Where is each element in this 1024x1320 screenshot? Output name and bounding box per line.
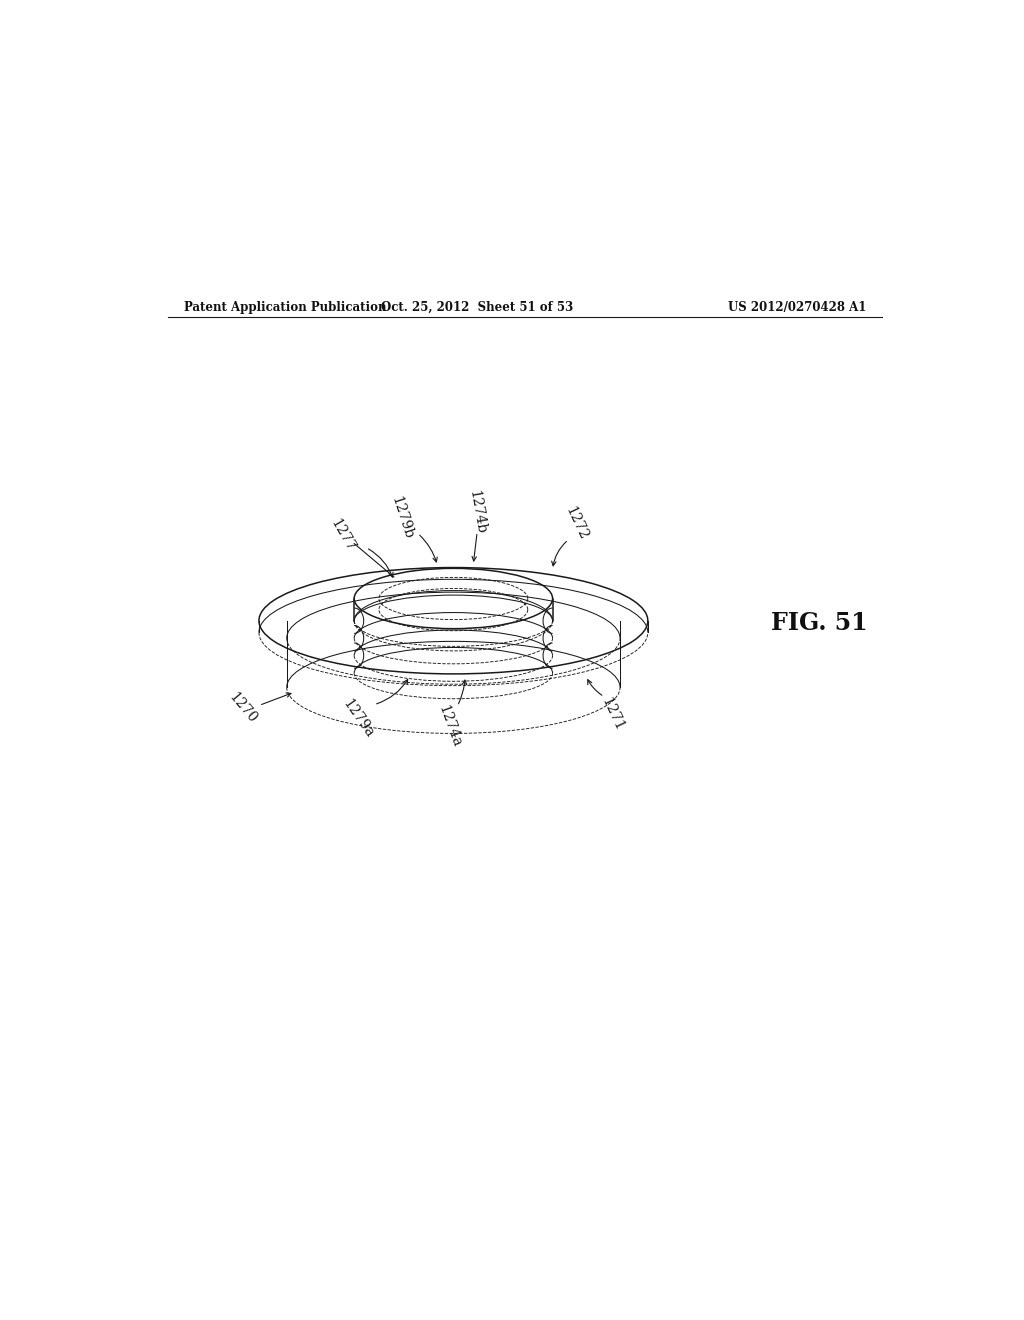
Text: Oct. 25, 2012  Sheet 51 of 53: Oct. 25, 2012 Sheet 51 of 53 [381,301,573,314]
Text: 1279b: 1279b [388,494,416,541]
Text: 1271: 1271 [598,696,626,733]
Text: 1277: 1277 [328,517,357,554]
Text: Patent Application Publication: Patent Application Publication [183,301,386,314]
Text: 1274b: 1274b [467,488,487,535]
Text: FIG. 51: FIG. 51 [771,611,867,635]
Text: US 2012/0270428 A1: US 2012/0270428 A1 [728,301,866,314]
Text: 1270: 1270 [226,690,260,726]
Text: 1279a: 1279a [340,697,377,741]
Text: 1274a: 1274a [435,704,464,748]
Text: 1272: 1272 [562,504,590,543]
